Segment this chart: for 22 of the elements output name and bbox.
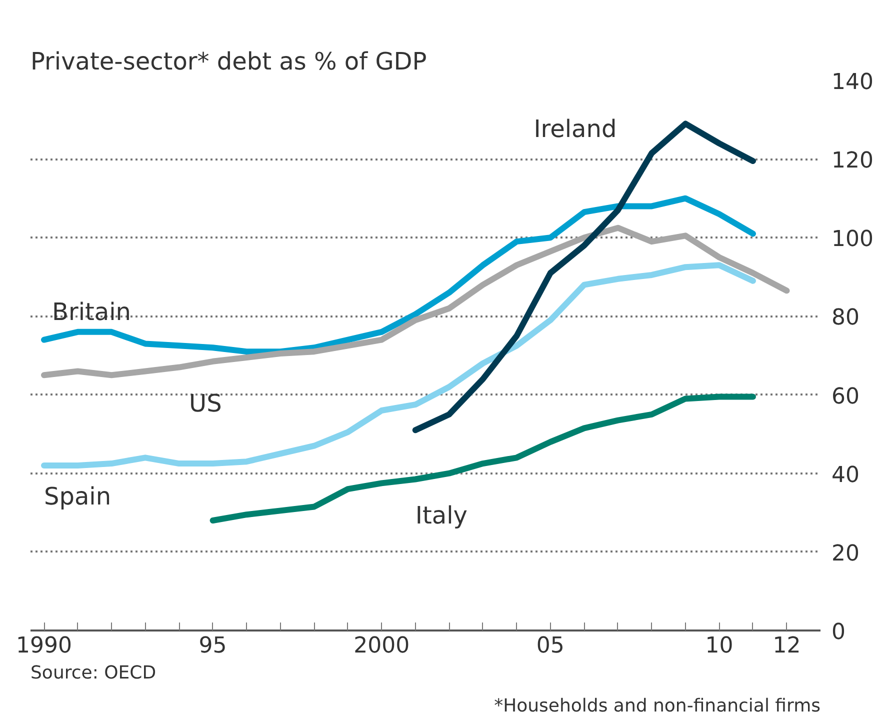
x-tick-label: 2000	[354, 634, 410, 658]
y-tick-label: 0	[832, 620, 846, 645]
series-label: Italy	[415, 501, 468, 530]
source-note: Source: OECD	[30, 662, 156, 684]
y-tick-label: 140	[832, 70, 874, 95]
x-tick-label: 10	[705, 634, 734, 658]
chart-title: Private-sector* debt as % of GDP	[30, 48, 427, 76]
series-label: US	[189, 389, 222, 418]
y-tick-label: 120	[832, 148, 874, 174]
y-tick-label: 40	[832, 462, 860, 488]
y-tick-label: 20	[832, 541, 860, 566]
text: *Households and non-financial firms	[494, 696, 821, 716]
series-label: Britain	[52, 298, 132, 326]
x-tick-label: 1990	[16, 634, 72, 658]
x-tick-label: 95	[198, 634, 227, 658]
x-tick-label: 12	[772, 634, 801, 658]
series-label: Spain	[44, 482, 112, 510]
series-label: Ireland	[534, 115, 617, 144]
x-tick-label: 05	[536, 634, 564, 658]
y-tick-label: 100	[832, 227, 874, 252]
y-tick-label: 80	[832, 306, 860, 331]
y-tick-label: 60	[832, 384, 860, 410]
